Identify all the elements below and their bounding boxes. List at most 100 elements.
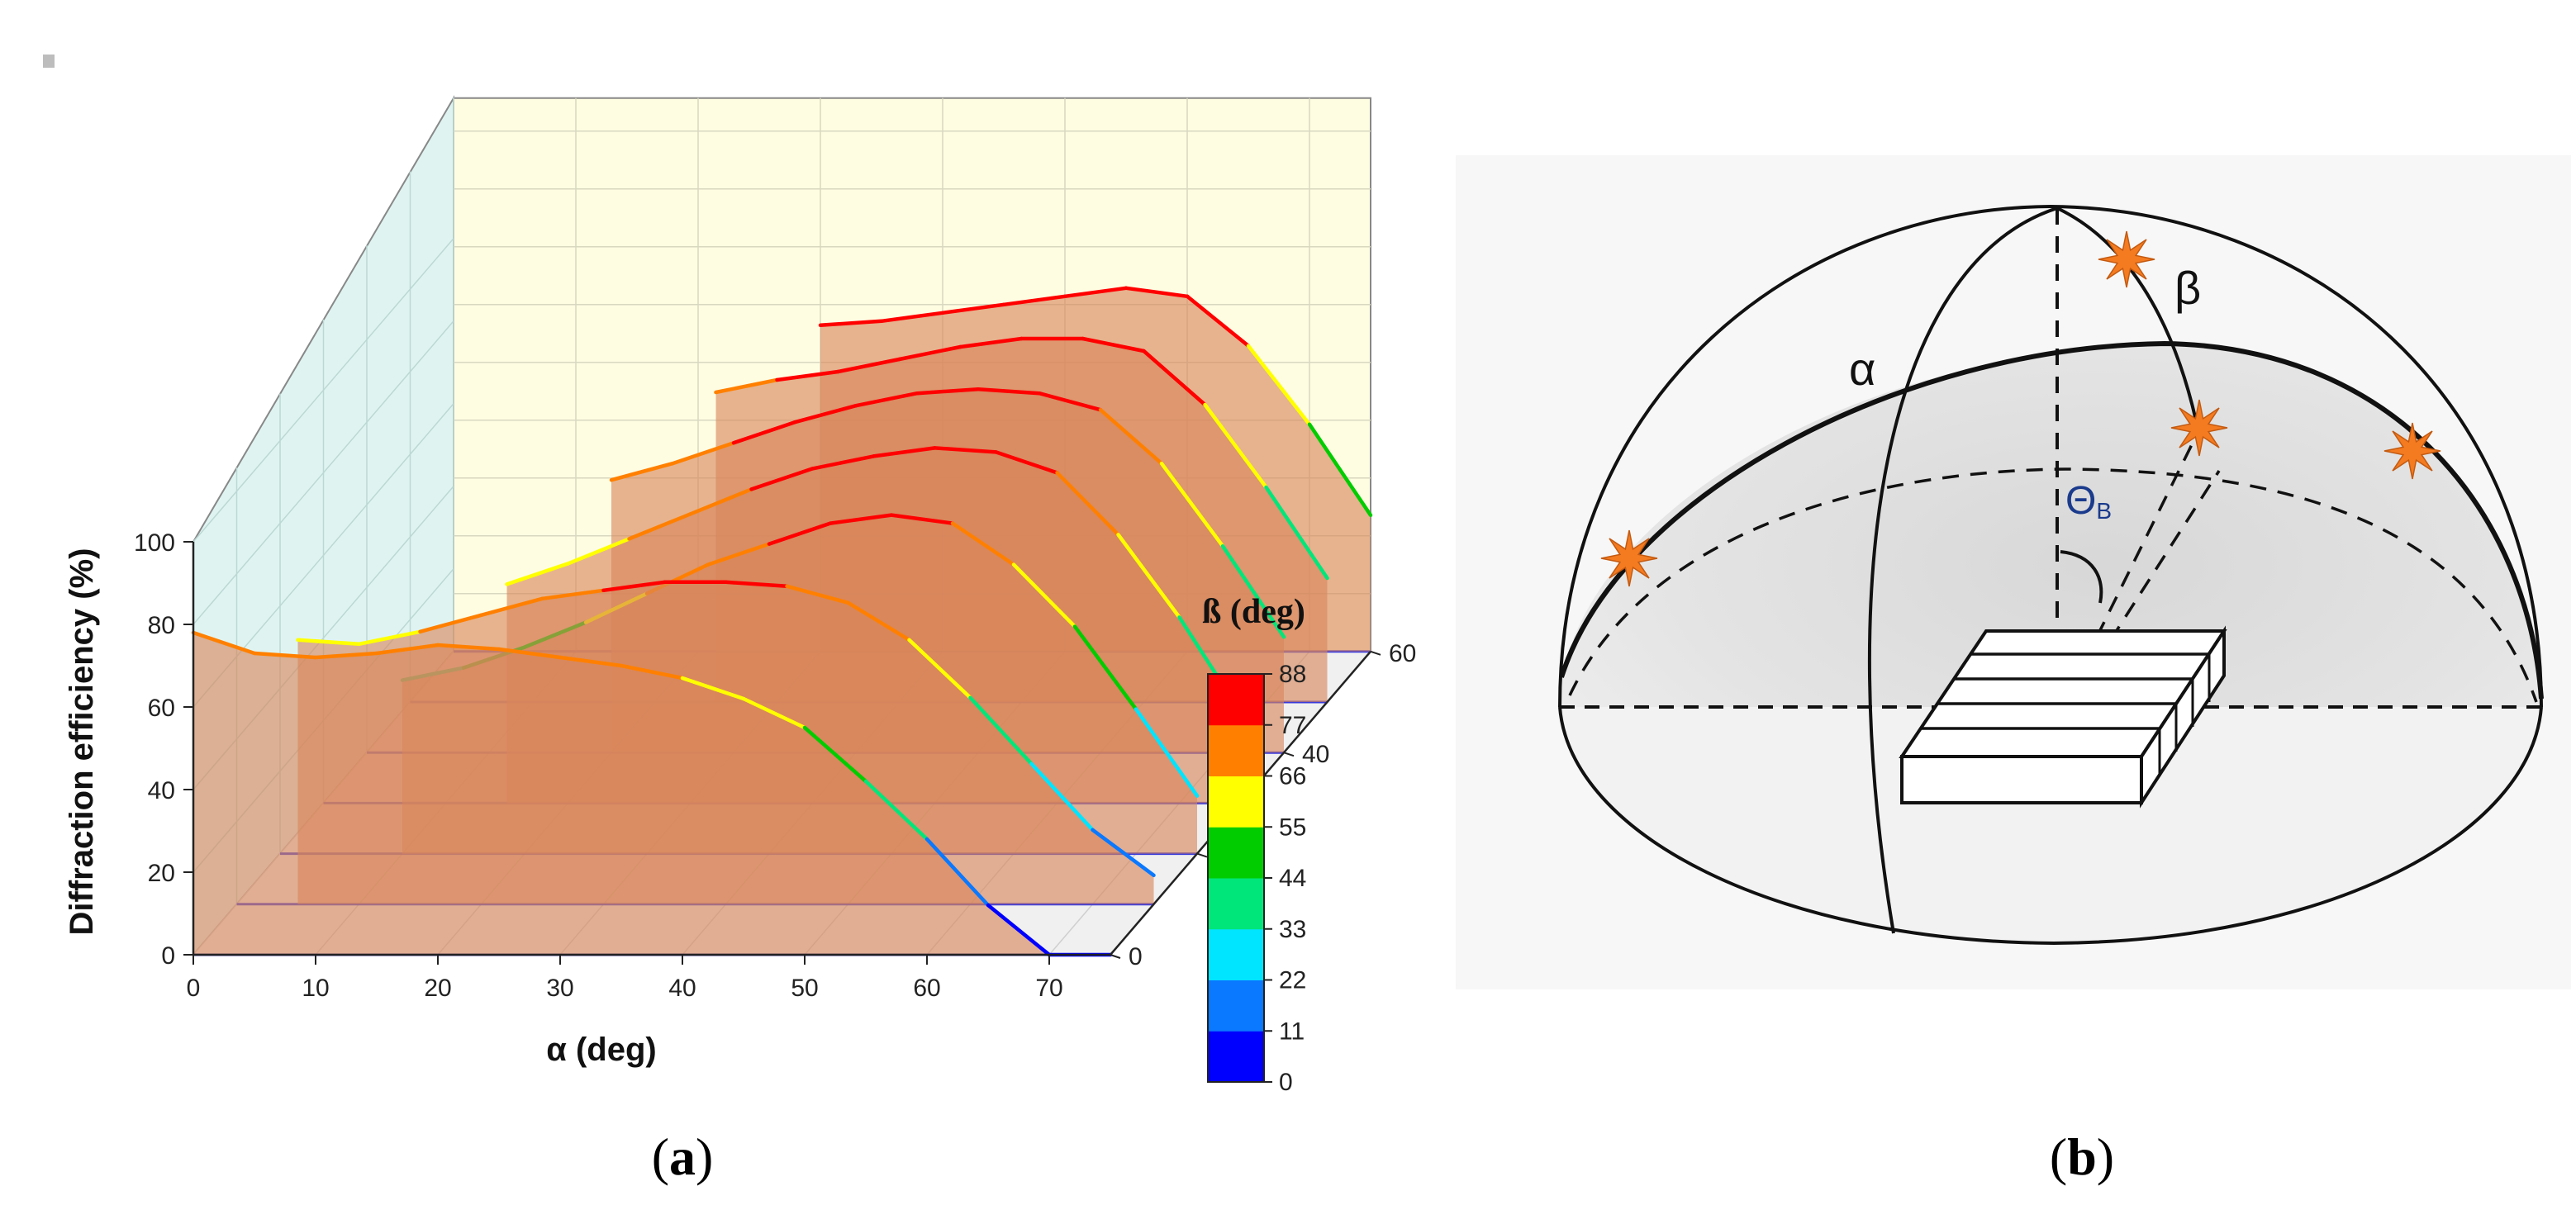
series-line-segment: [505, 562, 570, 586]
z-tick-mark: [1196, 852, 1208, 858]
y-axis-title: Diffraction efficiency (%): [64, 548, 100, 936]
star-icon: [1600, 529, 1658, 587]
series-line-segment: [566, 537, 631, 566]
series-line-segment: [1142, 349, 1207, 407]
hemisphere-outline: [1558, 204, 2543, 708]
colorbar-tick-label: 77: [1279, 712, 1306, 739]
series-line-segment: [1159, 461, 1225, 548]
series-line-segment: [1220, 543, 1286, 639]
y-tick-label: 80: [148, 612, 175, 639]
z-tick-mark: [1370, 650, 1381, 656]
base-ellipse-front: [1558, 706, 2543, 946]
series-line-segment: [627, 512, 692, 541]
z-tick-mark: [1283, 752, 1295, 757]
colorbar-tick-label: 66: [1279, 763, 1306, 790]
series-line-segment: [1001, 294, 1067, 307]
colorbar-tick-label: 22: [1279, 967, 1306, 994]
series-line-segment: [558, 655, 624, 668]
y-tick-label: 60: [148, 695, 175, 722]
series-line-segment: [802, 725, 868, 784]
series-line-segment: [940, 302, 1006, 315]
colorbar-tick-label: 0: [1279, 1069, 1293, 1096]
series-line-segment: [1185, 294, 1251, 349]
series-line-segment: [706, 542, 772, 567]
series-line-segment: [741, 696, 807, 730]
series-line-segment: [792, 403, 858, 425]
series-line-segment: [986, 903, 1052, 957]
series-line-segment: [968, 695, 1034, 766]
series-line-segment: [889, 513, 955, 525]
star-icon: [2170, 399, 2228, 457]
x-tick-label: 60: [913, 975, 940, 1002]
x-tick-label: 50: [791, 975, 818, 1002]
colorbar-segment: [1208, 674, 1264, 726]
label-theta-b: ΘB: [2065, 479, 2112, 524]
series-line-segment: [846, 600, 911, 643]
series-line-segment: [191, 630, 257, 656]
colorbar-tick-label: 55: [1279, 814, 1306, 841]
series-line-segment: [775, 369, 840, 382]
series-line-segment: [1037, 391, 1103, 412]
series-line-segment: [1081, 336, 1146, 353]
x-tick-label: 30: [546, 975, 573, 1002]
series-area-beta-0: [193, 633, 1110, 955]
series-line-segment: [1116, 533, 1181, 619]
series-line-segment: [609, 461, 675, 482]
series-line-segment: [1072, 624, 1138, 711]
side-grid-h: [192, 238, 454, 543]
ray-line-1: [2070, 429, 2201, 688]
series-line-segment: [418, 613, 483, 634]
series-line-segment: [1134, 707, 1200, 798]
series-line-segment: [853, 391, 920, 408]
colorbar-segment: [1208, 1031, 1264, 1083]
series-line-segment: [680, 676, 746, 701]
series-line-segment: [907, 638, 972, 700]
series-line-segment: [785, 584, 850, 605]
series-line-segment: [828, 513, 894, 525]
series-line-segment: [950, 521, 1016, 567]
z-tick-mark: [1110, 954, 1121, 959]
caption-a: (a): [652, 1127, 714, 1186]
x-tick-labels: 0 10 20 30 40 50 60 70: [187, 955, 1063, 1002]
series-line-segment: [810, 454, 876, 471]
colorbar-segment: [1208, 878, 1264, 930]
y-tick-label: 0: [161, 942, 175, 970]
colorbar-segment: [1208, 980, 1264, 1032]
series-line-segment: [767, 521, 833, 546]
star-icon: [2384, 422, 2441, 480]
colorbar-tick-label: 44: [1279, 865, 1306, 892]
x-tick-label: 0: [187, 975, 201, 1002]
alpha-great-circle: [1559, 340, 2544, 700]
y-tick-labels: 0 20 40 60 80 100: [134, 529, 193, 970]
series-line-segment: [749, 467, 815, 491]
series-line-segment: [915, 387, 981, 396]
series-line-segment: [619, 663, 685, 681]
series-line-segment: [374, 643, 440, 656]
beta-arc: [2056, 206, 2199, 429]
series-line-segment: [1011, 562, 1077, 629]
x-tick-label: 10: [302, 975, 329, 1002]
meridian-arc: [1867, 206, 2058, 934]
series-line-segment: [670, 440, 736, 466]
grating-block: [1899, 625, 2227, 809]
x-tick-label: 40: [668, 975, 696, 1002]
series-line-segment: [933, 446, 998, 454]
series-line-segment: [601, 580, 667, 593]
series-line-segment: [1062, 286, 1129, 299]
x-tick-label: 70: [1035, 975, 1062, 1002]
series-line-segment: [818, 319, 884, 328]
series-line-segment: [1091, 828, 1156, 878]
lower-bowl: [1560, 707, 2541, 942]
colorbar-tick-label: 33: [1279, 916, 1306, 943]
series-line-segment: [357, 629, 422, 647]
series-line-segment: [1029, 761, 1095, 833]
series-line-segment: [879, 311, 945, 324]
series-line-segment: [1055, 471, 1120, 537]
colorbar-segment: [1208, 724, 1264, 776]
series-line-segment: [296, 638, 361, 647]
colorbar-segment: [1208, 827, 1264, 879]
colorbar: 0 11 22 33 44 55 66 77 88: [1207, 661, 1306, 1096]
series-line-segment: [731, 420, 797, 445]
y-tick-label: 20: [148, 860, 175, 887]
